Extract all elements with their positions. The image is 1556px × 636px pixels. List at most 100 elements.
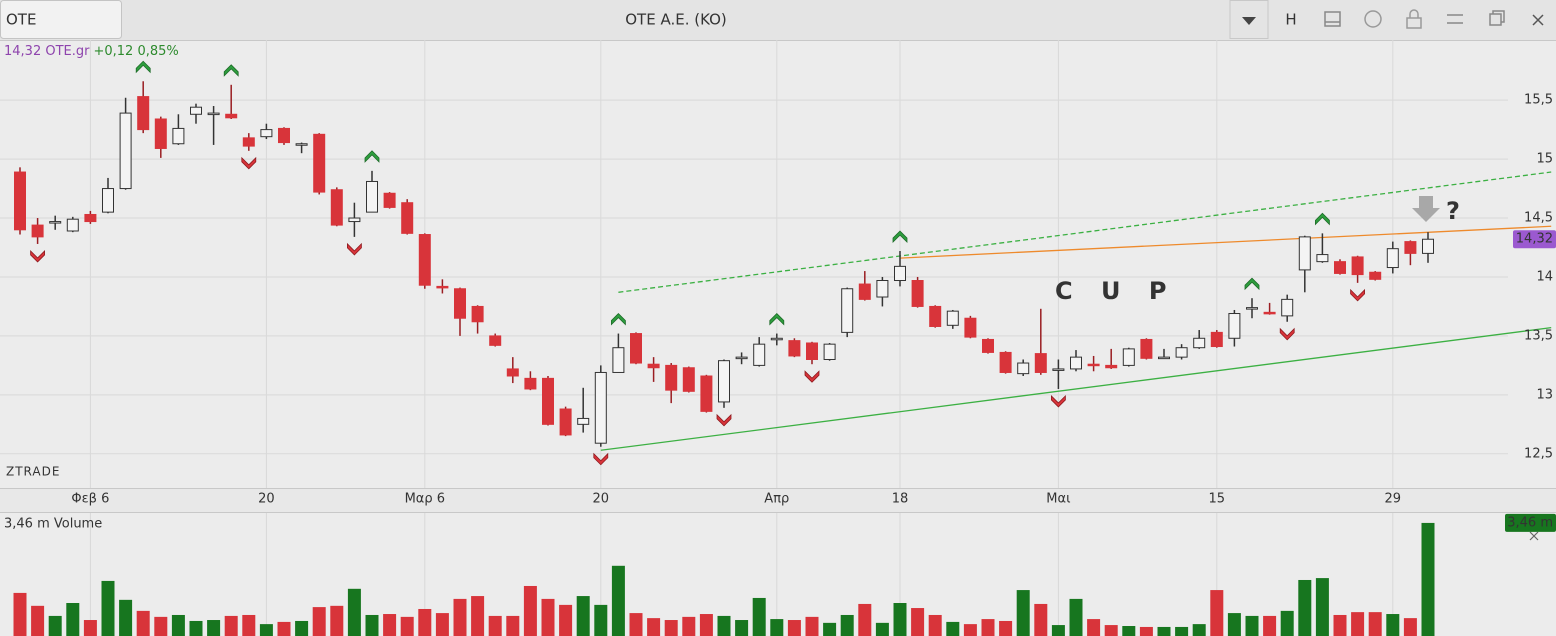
- candle-body: [682, 367, 695, 392]
- candle-body: [1369, 271, 1382, 280]
- sell-signal: [346, 242, 362, 256]
- volume-bar: [963, 624, 977, 636]
- candle-body: [471, 305, 484, 323]
- candle-body: [1105, 364, 1118, 369]
- candle-body: [366, 180, 378, 213]
- candle-body: [84, 213, 97, 223]
- buy-signal: [223, 64, 239, 77]
- volume-tag-label: 3,46 m: [1507, 515, 1553, 530]
- candle-body: [735, 356, 748, 360]
- candle-body: [964, 317, 977, 338]
- volume-bar: [101, 580, 115, 636]
- x-tick-label: 15: [1209, 492, 1226, 507]
- sell-signal: [241, 156, 257, 170]
- volume-bar: [136, 610, 150, 636]
- volume-bar: [66, 602, 80, 636]
- candle-body: [260, 129, 273, 138]
- candle-body: [295, 143, 308, 146]
- candle-body: [753, 343, 766, 366]
- buy-signal: [892, 230, 908, 243]
- candle-body: [278, 127, 290, 144]
- volume-bar: [875, 622, 889, 636]
- toolbar: [0, 0, 1556, 40]
- menu-icon[interactable]: [1447, 14, 1463, 24]
- buy-signal: [135, 60, 151, 74]
- y-tick-label: 14,5: [1524, 211, 1553, 226]
- buy-signal: [611, 312, 626, 326]
- lock-icon[interactable]: [1406, 17, 1422, 29]
- volume-bar: [1263, 615, 1277, 636]
- volume-bar: [1351, 612, 1365, 636]
- sell-signal: [716, 413, 732, 427]
- volume-bar: [1069, 598, 1083, 636]
- volume-tag: [1505, 513, 1556, 532]
- sell-signal: [593, 452, 609, 466]
- candle-body: [1087, 363, 1100, 367]
- quote-icon[interactable]: [1364, 10, 1382, 28]
- sell-signal: [804, 370, 820, 383]
- trendline: [600, 327, 1552, 451]
- volume-bar: [1087, 619, 1101, 636]
- candle-body: [506, 368, 519, 377]
- panel-icon[interactable]: [1324, 11, 1341, 27]
- y-tick-label: 15: [1536, 152, 1553, 167]
- volume-bar: [1386, 614, 1400, 636]
- volume-bar: [13, 592, 27, 636]
- volume-bar: [840, 614, 854, 636]
- candle-body: [436, 285, 449, 289]
- volume-bar: [383, 614, 397, 636]
- volume-bar: [1157, 626, 1171, 636]
- candle-body: [190, 106, 202, 115]
- volume-bar: [154, 616, 168, 636]
- candle-body: [577, 417, 590, 425]
- candle-body: [454, 288, 466, 319]
- candle-body: [999, 351, 1012, 373]
- x-tick-label: 18: [892, 492, 909, 507]
- candle-body: [876, 280, 889, 298]
- x-tick-label: Μαι: [1046, 492, 1070, 507]
- volume-bar: [735, 620, 749, 636]
- price-tag-label: 14,32: [1516, 232, 1553, 247]
- volume-bar: [224, 615, 238, 636]
- volume-bar: [629, 613, 643, 636]
- candle-body: [700, 375, 713, 412]
- volume-close[interactable]: [1529, 531, 1539, 541]
- sell-signal: [1051, 395, 1066, 408]
- close-icon[interactable]: [1532, 14, 1544, 26]
- h-button[interactable]: H: [1285, 11, 1296, 29]
- symbol-input[interactable]: [0, 0, 122, 39]
- restore-icon[interactable]: [1489, 13, 1502, 26]
- restore-icon-back: [1492, 10, 1505, 23]
- candle-body: [1140, 338, 1153, 359]
- volume-bar: [805, 616, 819, 636]
- volume-bar: [1403, 618, 1417, 636]
- candle-body: [418, 234, 431, 286]
- volume-bar: [312, 607, 326, 636]
- volume-bar: [770, 619, 784, 636]
- candle-body: [929, 305, 942, 327]
- volume-bar: [823, 622, 837, 636]
- candle-body: [841, 288, 854, 333]
- candle-body: [14, 171, 26, 231]
- candle-body: [242, 137, 255, 147]
- volume-bar: [488, 615, 502, 636]
- y-tick-label: 15,5: [1524, 93, 1553, 108]
- volume-bar: [682, 616, 696, 636]
- volume-bar: [1298, 579, 1312, 636]
- candle-body: [806, 342, 818, 360]
- candle-body: [982, 338, 994, 353]
- sell-signal: [1279, 327, 1295, 341]
- candle-body: [119, 112, 132, 190]
- candle-body: [542, 377, 554, 425]
- x-tick-label: 20: [258, 492, 275, 507]
- candle-body: [1422, 238, 1434, 254]
- volume-bar: [1210, 590, 1224, 636]
- candle-body: [1122, 348, 1135, 366]
- volume-bar: [699, 614, 713, 636]
- volume-bar: [471, 596, 485, 636]
- candle-body: [1070, 356, 1082, 370]
- buy-signal: [1244, 277, 1260, 291]
- x-tick-label: Φεβ 6: [71, 492, 109, 507]
